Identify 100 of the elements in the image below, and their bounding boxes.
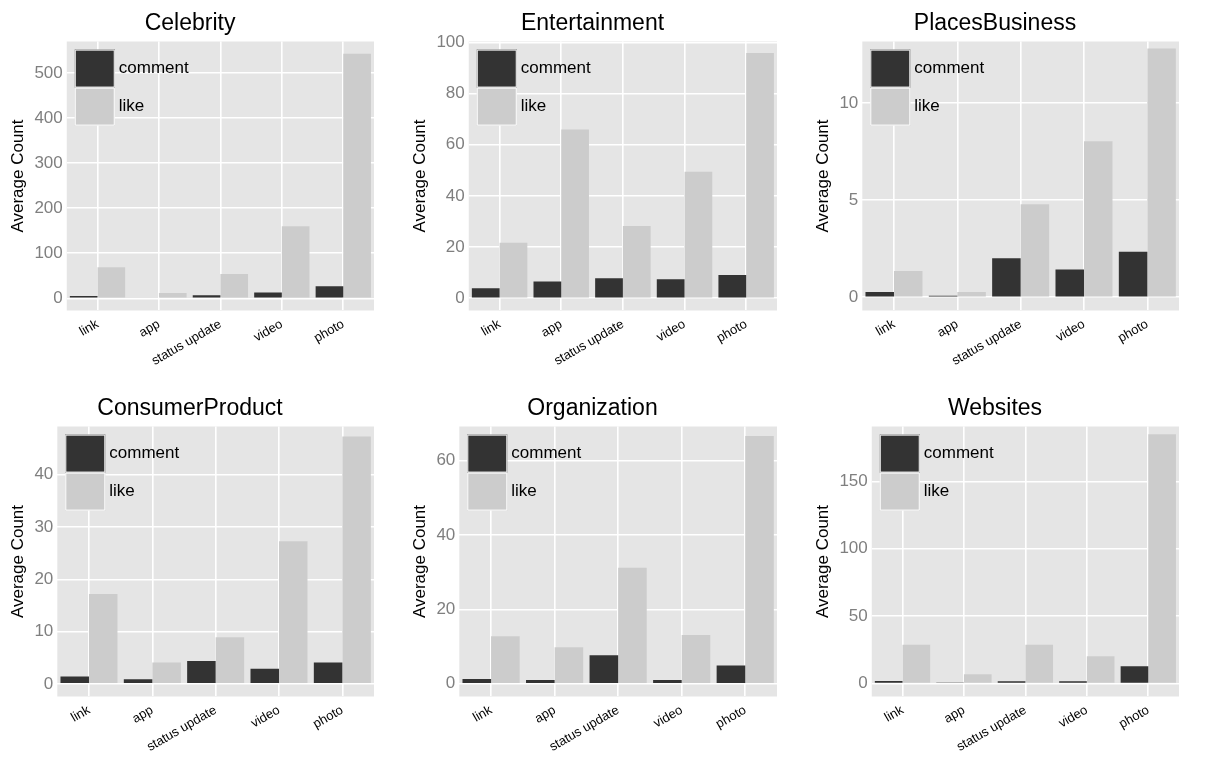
bar: [192, 295, 221, 298]
legend-label: comment: [118, 58, 189, 78]
y-tick-label: 60: [436, 450, 456, 470]
bar: [656, 279, 685, 298]
bar: [902, 644, 931, 683]
x-tick-label: app: [129, 701, 156, 726]
y-tick-label: 300: [34, 152, 63, 172]
y-tick-label: 0: [43, 673, 54, 693]
x-tick-label: app: [135, 315, 163, 340]
y-axis-title: Average Count: [409, 119, 429, 233]
bar: [1148, 434, 1176, 683]
bar: [1120, 666, 1149, 683]
bar: [313, 662, 343, 684]
y-axis-title: Average Count: [812, 504, 832, 619]
y-tick-label: 50: [848, 605, 868, 625]
legend-label: comment: [923, 443, 994, 463]
bar: [1147, 48, 1176, 297]
bar: [1083, 141, 1113, 297]
chart-title: Celebrity: [144, 9, 236, 36]
y-tick-label: 20: [445, 236, 465, 256]
bar: [1118, 251, 1148, 297]
bar: [499, 242, 528, 298]
chart-title: Entertainment: [520, 9, 665, 36]
bar: [215, 637, 245, 684]
y-axis-title: Average Count: [7, 119, 27, 233]
legend-label: like: [511, 481, 537, 501]
chart-title: Organization: [527, 394, 658, 421]
bar: [123, 679, 153, 684]
y-tick-label: 0: [858, 673, 868, 693]
bar: [343, 53, 371, 298]
bar: [963, 674, 992, 683]
bar: [746, 53, 774, 298]
bar: [618, 567, 647, 684]
y-tick-label: 10: [839, 92, 859, 112]
legend-label: comment: [520, 58, 591, 78]
legend-label: like: [520, 96, 547, 116]
bar: [254, 292, 282, 298]
bar: [554, 647, 584, 684]
bar: [220, 273, 249, 298]
y-tick-label: 80: [445, 83, 465, 103]
bar: [471, 288, 500, 298]
y-tick-label: 40: [436, 524, 456, 544]
bar: [957, 291, 986, 297]
bar: [1055, 269, 1084, 297]
chart-title: ConsumerProduct: [97, 394, 284, 421]
x-tick-label: app: [538, 315, 565, 340]
bar: [526, 680, 555, 684]
bar: [992, 258, 1021, 297]
bar: [278, 541, 308, 684]
x-tick-label: link: [67, 701, 93, 725]
bar: [97, 267, 126, 298]
y-tick-label: 400: [34, 107, 63, 127]
x-tick-label: video: [250, 315, 286, 345]
x-tick-label: video: [650, 701, 685, 731]
bar: [152, 662, 181, 684]
y-tick-label: 500: [34, 62, 63, 82]
y-tick-label: 20: [34, 569, 54, 588]
x-tick-label: video: [1055, 701, 1091, 731]
y-tick-label: 100: [839, 538, 868, 558]
y-axis-title: Average Count: [812, 119, 832, 233]
chart-title: PlacesBusiness: [913, 9, 1077, 36]
x-tick-label: link: [469, 701, 495, 725]
y-tick-label: 100: [436, 32, 465, 52]
bar: [561, 129, 589, 298]
y-tick-label: 150: [839, 471, 868, 491]
bar: [60, 676, 89, 684]
y-tick-label: 30: [34, 516, 54, 536]
x-tick-label: app: [934, 315, 961, 340]
bar: [893, 271, 923, 297]
bar: [187, 660, 216, 684]
legend-label: comment: [914, 58, 985, 78]
bar: [1020, 204, 1050, 297]
bar: [681, 635, 711, 684]
y-tick-label: 0: [455, 287, 465, 307]
y-tick-label: 20: [436, 599, 456, 619]
y-tick-label: 200: [34, 197, 63, 217]
legend-label: comment: [511, 443, 582, 463]
y-tick-label: 40: [34, 464, 54, 484]
y-tick-label: 5: [848, 189, 859, 209]
bar: [533, 281, 562, 298]
bar: [718, 274, 747, 298]
bar: [1086, 656, 1115, 683]
legend-label: like: [914, 96, 940, 116]
x-tick-label: link: [872, 315, 898, 339]
bar: [250, 668, 279, 684]
x-tick-label: app: [531, 701, 558, 726]
bar: [595, 278, 623, 298]
y-tick-label: 40: [445, 185, 465, 205]
legend-label: like: [923, 481, 950, 501]
bar: [653, 680, 682, 684]
y-axis-title: Average Count: [409, 504, 429, 619]
x-tick-label: link: [881, 701, 907, 725]
bar: [684, 171, 713, 298]
x-tick-label: app: [940, 701, 968, 726]
legend-label: like: [118, 96, 145, 116]
bar: [622, 226, 651, 298]
bar: [315, 286, 344, 298]
y-tick-label: 0: [53, 287, 63, 307]
bar: [745, 435, 774, 684]
y-tick-label: 0: [848, 286, 859, 306]
